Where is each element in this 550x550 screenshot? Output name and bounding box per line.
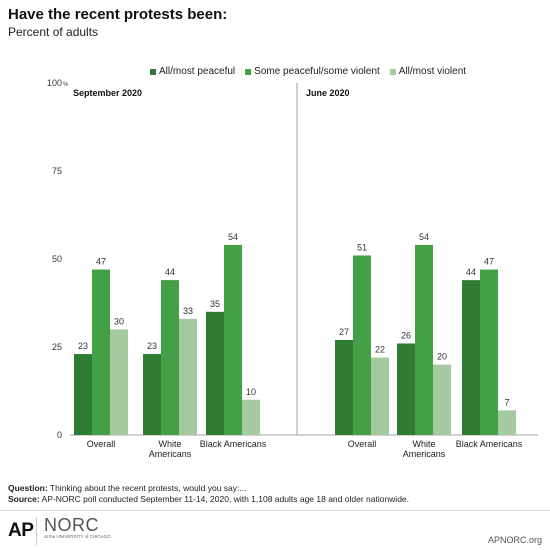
y-tick-unit: % [63, 82, 69, 88]
bar [161, 280, 179, 435]
data-label: 27 [339, 327, 349, 337]
data-label: 47 [96, 257, 106, 267]
question-text: Thinking about the recent protests, woul… [47, 483, 247, 493]
bar [179, 318, 197, 435]
data-label: 30 [114, 316, 124, 326]
data-label: 22 [375, 345, 385, 355]
y-tick-label: 100 [47, 78, 62, 88]
data-label: 47 [484, 257, 494, 267]
bar [433, 364, 451, 435]
bar [224, 244, 242, 435]
y-tick-label: 0 [57, 430, 62, 440]
x-tick-label: Americans [403, 449, 446, 459]
bar [206, 311, 224, 435]
logo-separator [36, 517, 37, 545]
footer-divider [0, 510, 550, 511]
data-label: 54 [228, 232, 238, 242]
legend-item-violent: All/most violent [389, 66, 467, 77]
legend-item-peaceful: All/most peaceful [150, 66, 235, 77]
question-label: Question: [8, 483, 48, 493]
data-label: 7 [504, 397, 509, 407]
bar [242, 399, 260, 435]
data-label: 33 [183, 306, 193, 316]
ap-logo: AP [8, 520, 34, 541]
x-tick-label: White [158, 439, 181, 449]
bar [498, 410, 516, 435]
data-label: 51 [357, 242, 367, 252]
panel-label: June 2020 [306, 88, 350, 98]
bar [143, 354, 161, 435]
legend: All/most peaceful Some peaceful/some vio… [150, 66, 466, 77]
x-tick-label: Black Americans [456, 439, 523, 449]
legend-label-mixed: Some peaceful/some violent [254, 66, 380, 77]
legend-item-mixed: Some peaceful/some violent [245, 66, 380, 77]
x-tick-label: Americans [149, 449, 192, 459]
data-label: 23 [78, 341, 88, 351]
y-tick-label: 75 [52, 166, 62, 176]
bar [74, 354, 92, 435]
norc-logo-subtext: at the UNIVERSITY of CHICAGO [44, 534, 111, 539]
bar [92, 269, 110, 435]
y-tick-label: 50 [52, 254, 62, 264]
chart-subtitle: Percent of adults [8, 25, 99, 39]
x-tick-label: Black Americans [200, 439, 267, 449]
footer-source: Source: AP-NORC poll conducted September… [8, 494, 409, 504]
norc-logo-text: NORC [44, 515, 99, 535]
legend-label-violent: All/most violent [398, 66, 467, 77]
data-label: 44 [165, 267, 175, 277]
data-label: 26 [401, 330, 411, 340]
data-label: 44 [466, 267, 476, 277]
bar [462, 280, 480, 435]
legend-label-peaceful: All/most peaceful [159, 66, 236, 77]
y-tick-label: 25 [52, 342, 62, 352]
legend-swatch-mixed [245, 68, 252, 75]
x-tick-label: Overall [348, 439, 377, 449]
data-label: 10 [246, 387, 256, 397]
bar [110, 329, 128, 435]
x-tick-label: White [412, 439, 435, 449]
site-link[interactable]: APNORC.org [487, 535, 542, 545]
data-label: 20 [437, 352, 447, 362]
norc-logo: NORC at the UNIVERSITY of CHICAGO [44, 516, 111, 540]
panel-label: September 2020 [73, 88, 142, 98]
bar-chart: 0 25 50 75 100 % September 2020 23 47 30 Overall 23… [47, 78, 538, 459]
bar [480, 269, 498, 435]
bar [371, 357, 389, 435]
bar [353, 255, 371, 435]
footer-question: Question: Thinking about the recent prot… [8, 483, 246, 493]
legend-swatch-violent [389, 68, 396, 75]
x-tick-label: Overall [87, 439, 116, 449]
chart-title: Have the recent protests been: [8, 6, 228, 23]
data-label: 35 [210, 299, 220, 309]
source-label: Source: [8, 494, 40, 504]
bar [397, 343, 415, 435]
data-label: 23 [147, 341, 157, 351]
source-text: AP-NORC poll conducted September 11-14, … [39, 494, 410, 504]
bar [415, 244, 433, 435]
legend-swatch-peaceful [150, 68, 156, 75]
data-label: 54 [419, 232, 429, 242]
bar [335, 339, 353, 435]
